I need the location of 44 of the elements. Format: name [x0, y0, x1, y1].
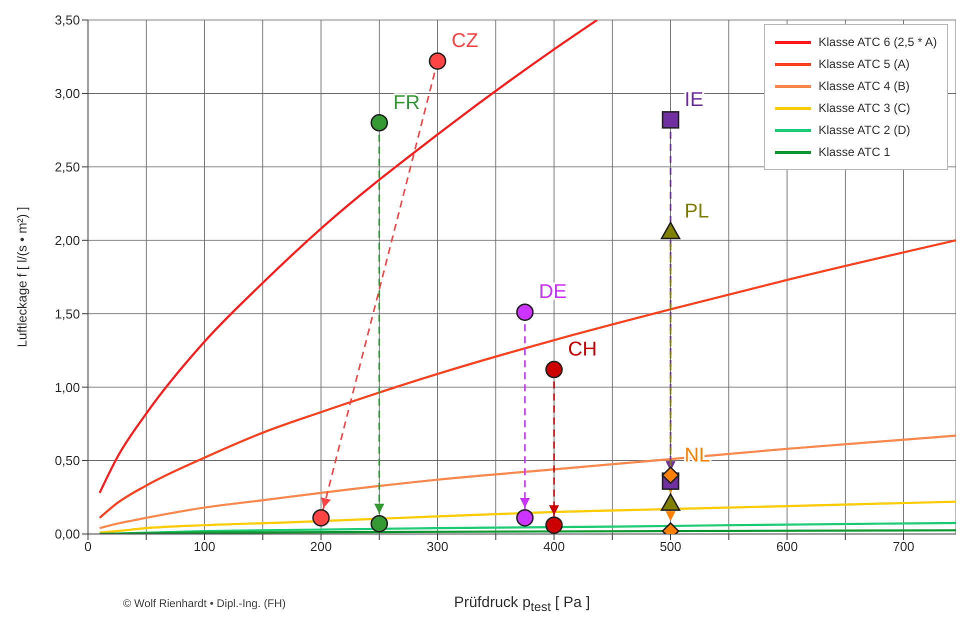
point — [545, 516, 563, 534]
legend-label: Klasse ATC 5 (A) — [818, 57, 910, 71]
legend-label: Klasse ATC 1 — [818, 145, 890, 159]
line-series — [98, 20, 598, 494]
point — [370, 114, 388, 132]
x-axis-title: Prüfdruck p$_{test}$ [ Pa ] — [454, 594, 590, 614]
x-tick-label: 0 — [84, 539, 92, 554]
series-label: CZ — [452, 30, 478, 52]
text: © Wolf Rienhardt • Dipl.-Ing. (FH) — [123, 598, 286, 610]
y-axis-title: Luftleckage f [ l/(s • m²) ] — [14, 206, 30, 348]
point — [662, 466, 680, 484]
x-tick-label: 400 — [543, 539, 565, 554]
line-series — [98, 434, 956, 530]
point — [312, 509, 330, 527]
x-tick-label: 200 — [310, 539, 332, 554]
line-series — [98, 239, 956, 519]
point — [545, 360, 563, 378]
y-tick-label: 2,00 — [54, 232, 80, 248]
point — [428, 52, 446, 70]
y-tick-label: 1,00 — [54, 380, 80, 395]
x-tick-label: 300 — [426, 539, 448, 554]
y-tick-label: 2,50 — [54, 159, 80, 174]
point — [516, 509, 534, 527]
line-series — [98, 500, 956, 534]
series-label: FR — [393, 92, 420, 114]
x-tick-label: 600 — [776, 539, 798, 554]
legend-label: Klasse ATC 2 (D) — [818, 123, 910, 137]
y-tick-label: 0,50 — [54, 453, 80, 468]
point — [370, 514, 388, 532]
x-tick-label: 700 — [892, 539, 914, 554]
series-label: PL — [684, 200, 710, 222]
legend-label: Klasse ATC 6 (2,5 * A) — [818, 35, 937, 49]
x-tick-label: 100 — [194, 539, 216, 554]
legend-label: Klasse ATC 4 (B) — [818, 79, 910, 93]
series-label: CH — [568, 338, 597, 361]
x-tick-label: 500 — [660, 539, 682, 554]
series-label: IE — [684, 88, 704, 111]
point — [662, 111, 680, 129]
y-tick-label: 3,00 — [54, 86, 80, 102]
y-tick-label: 3,50 — [54, 12, 80, 28]
y-tick-label: 0,00 — [54, 526, 80, 542]
legend-label: Klasse ATC 3 (C) — [818, 101, 910, 115]
y-tick-label: 1,50 — [54, 306, 80, 322]
point — [516, 303, 534, 321]
